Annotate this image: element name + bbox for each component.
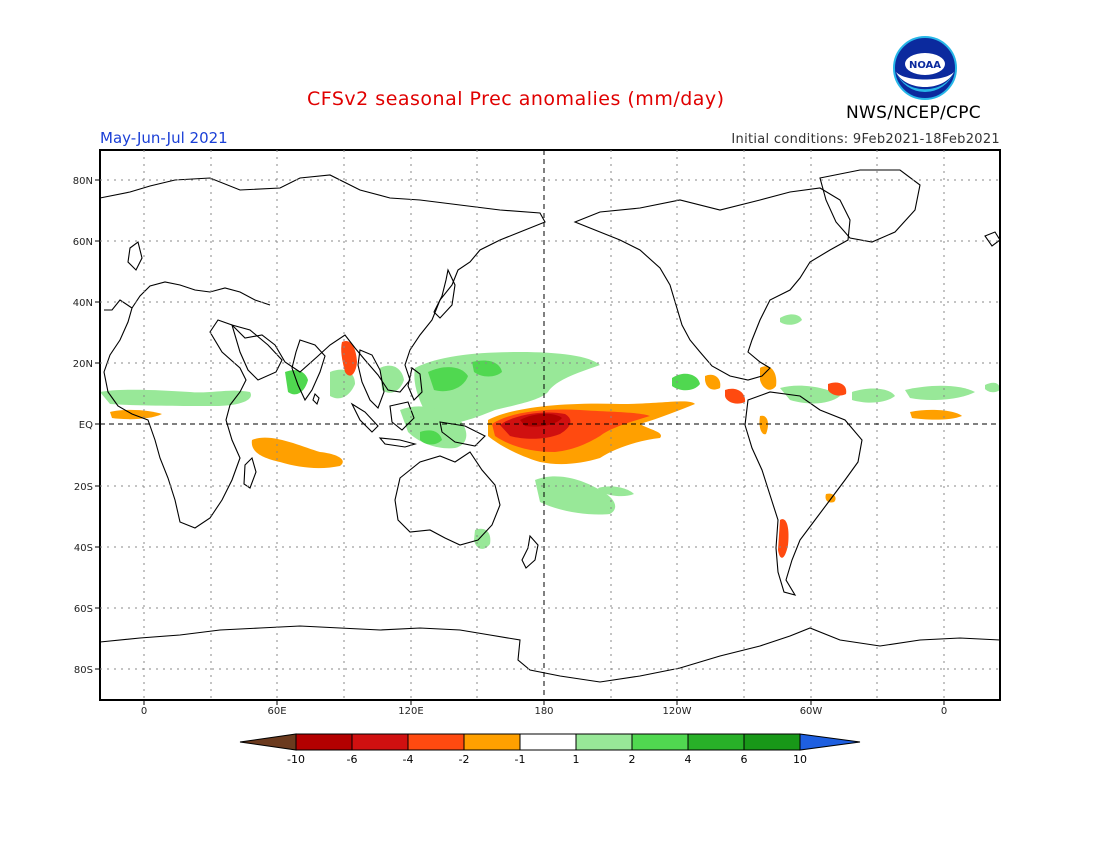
- io-dry: [251, 437, 343, 469]
- lon-label: 60W: [800, 706, 823, 717]
- chart-title: CFSv2 seasonal Prec anomalies (mm/day): [307, 88, 725, 110]
- central-am-dry: [705, 374, 721, 390]
- lat-label: 20S: [74, 482, 93, 493]
- natl-wet: [985, 382, 1000, 393]
- lon-label: 60E: [267, 706, 286, 717]
- europe-coast: [131, 281, 271, 309]
- philippines: [407, 367, 423, 401]
- lat-label: 80N: [73, 176, 93, 187]
- coastlines: [99, 169, 1001, 683]
- eurasia-africa-coast: [99, 174, 546, 529]
- mc-wet-mid: [420, 430, 442, 445]
- initial-conditions: Initial conditions: 9Feb2021-18Feb2021: [731, 132, 1000, 147]
- bengal-dry: [341, 340, 357, 376]
- gridlines: [100, 150, 1000, 700]
- ep-dry: [725, 388, 746, 404]
- madagascar: [243, 456, 257, 489]
- atl-wet3: [905, 385, 975, 400]
- indochina: [357, 349, 385, 409]
- wp-wet-mid: [428, 367, 468, 392]
- lat-label: EQ: [79, 420, 93, 431]
- sumatra: [350, 402, 379, 433]
- spcz-wet2: [598, 486, 634, 497]
- colorbar-bin: [743, 733, 801, 751]
- east-us-wet: [780, 314, 802, 325]
- colorbar-tick-label: -2: [458, 753, 470, 766]
- uk: [127, 241, 143, 271]
- lat-label: 80S: [74, 665, 93, 676]
- colorbar-bin: [687, 733, 745, 751]
- nz: [521, 534, 539, 569]
- anomaly-fields: [100, 314, 1000, 558]
- lat-label: 60N: [73, 237, 93, 248]
- lat-label: 20N: [73, 359, 93, 370]
- south-america: [744, 391, 863, 596]
- colorbar-bin: [351, 733, 409, 751]
- colorbar-high-arrow: [799, 733, 861, 751]
- ticks: [95, 179, 945, 705]
- forecast-period: May-Jun-Jul 2021: [100, 129, 228, 147]
- caribbean-wet: [672, 373, 700, 391]
- colorbar-low-arrow: [239, 733, 297, 751]
- lon-labels: 0 60E 120E 180 120W 60W 0: [141, 706, 947, 717]
- australia: [394, 451, 501, 546]
- colorbar-bin: [295, 733, 353, 751]
- lon-label: 120E: [398, 706, 423, 717]
- wp-wet-mid2: [472, 360, 502, 377]
- noaa-logo: NOAA: [893, 36, 957, 100]
- colorbar-bin: [575, 733, 633, 751]
- lon-label: 120W: [663, 706, 692, 717]
- lat-labels: 80N 60N 40N 20N EQ 20S 40S 60S 80S: [73, 176, 93, 676]
- chile-dry: [778, 519, 789, 558]
- atl-eq-dry: [110, 409, 162, 420]
- arabia: [231, 324, 283, 381]
- lat-label: 40N: [73, 298, 93, 309]
- noaa-logo-text: NOAA: [909, 60, 941, 71]
- bob-wet: [330, 369, 355, 399]
- colorbar-tick-label: -4: [402, 753, 414, 766]
- srilanka: [312, 392, 320, 406]
- colorbar-tick-label: -6: [346, 753, 358, 766]
- colorbar-tick-label: 1: [572, 753, 580, 766]
- carib-dry2: [828, 382, 847, 396]
- greenland: [819, 169, 921, 243]
- iceland: [984, 231, 1001, 247]
- colorbar-tick-label: 2: [628, 753, 636, 766]
- pacific-dry-core: [520, 413, 562, 427]
- colorbar-tick-label: 6: [740, 753, 748, 766]
- colorbar-tick-label: -10: [287, 753, 305, 766]
- newguinea: [439, 421, 486, 447]
- atl-eq-dry2: [910, 409, 962, 420]
- north-america: [573, 187, 851, 381]
- atl-wet2: [852, 388, 895, 403]
- japan: [433, 268, 456, 319]
- colorbar-bin: [407, 733, 465, 751]
- spcz-wet: [535, 476, 616, 515]
- plot-frame: [99, 149, 1001, 701]
- colorbar-tick-label: 4: [684, 753, 692, 766]
- carib-dry: [760, 366, 777, 390]
- lat-label: 60S: [74, 604, 93, 615]
- india: [291, 339, 326, 402]
- java: [378, 437, 418, 448]
- lon-label: 0: [141, 706, 147, 717]
- colombia-dry: [759, 415, 768, 435]
- antarctica: [99, 625, 1001, 683]
- colorbar-bin: [631, 733, 689, 751]
- tasman-wet: [474, 528, 491, 549]
- colorbar-tick-label: 10: [793, 753, 807, 766]
- colorbar-bin: [519, 733, 577, 751]
- colorbar-bin: [463, 733, 521, 751]
- lat-label: 40S: [74, 543, 93, 554]
- lon-label: 180: [534, 706, 553, 717]
- scs-wet: [380, 365, 404, 393]
- atl-wet: [780, 385, 840, 404]
- colorbar-tick-label: -1: [514, 753, 526, 766]
- colorbar: [239, 733, 861, 751]
- lon-label: 0: [941, 706, 947, 717]
- africa-wet: [100, 389, 251, 406]
- agency-label: NWS/NCEP/CPC: [846, 103, 981, 123]
